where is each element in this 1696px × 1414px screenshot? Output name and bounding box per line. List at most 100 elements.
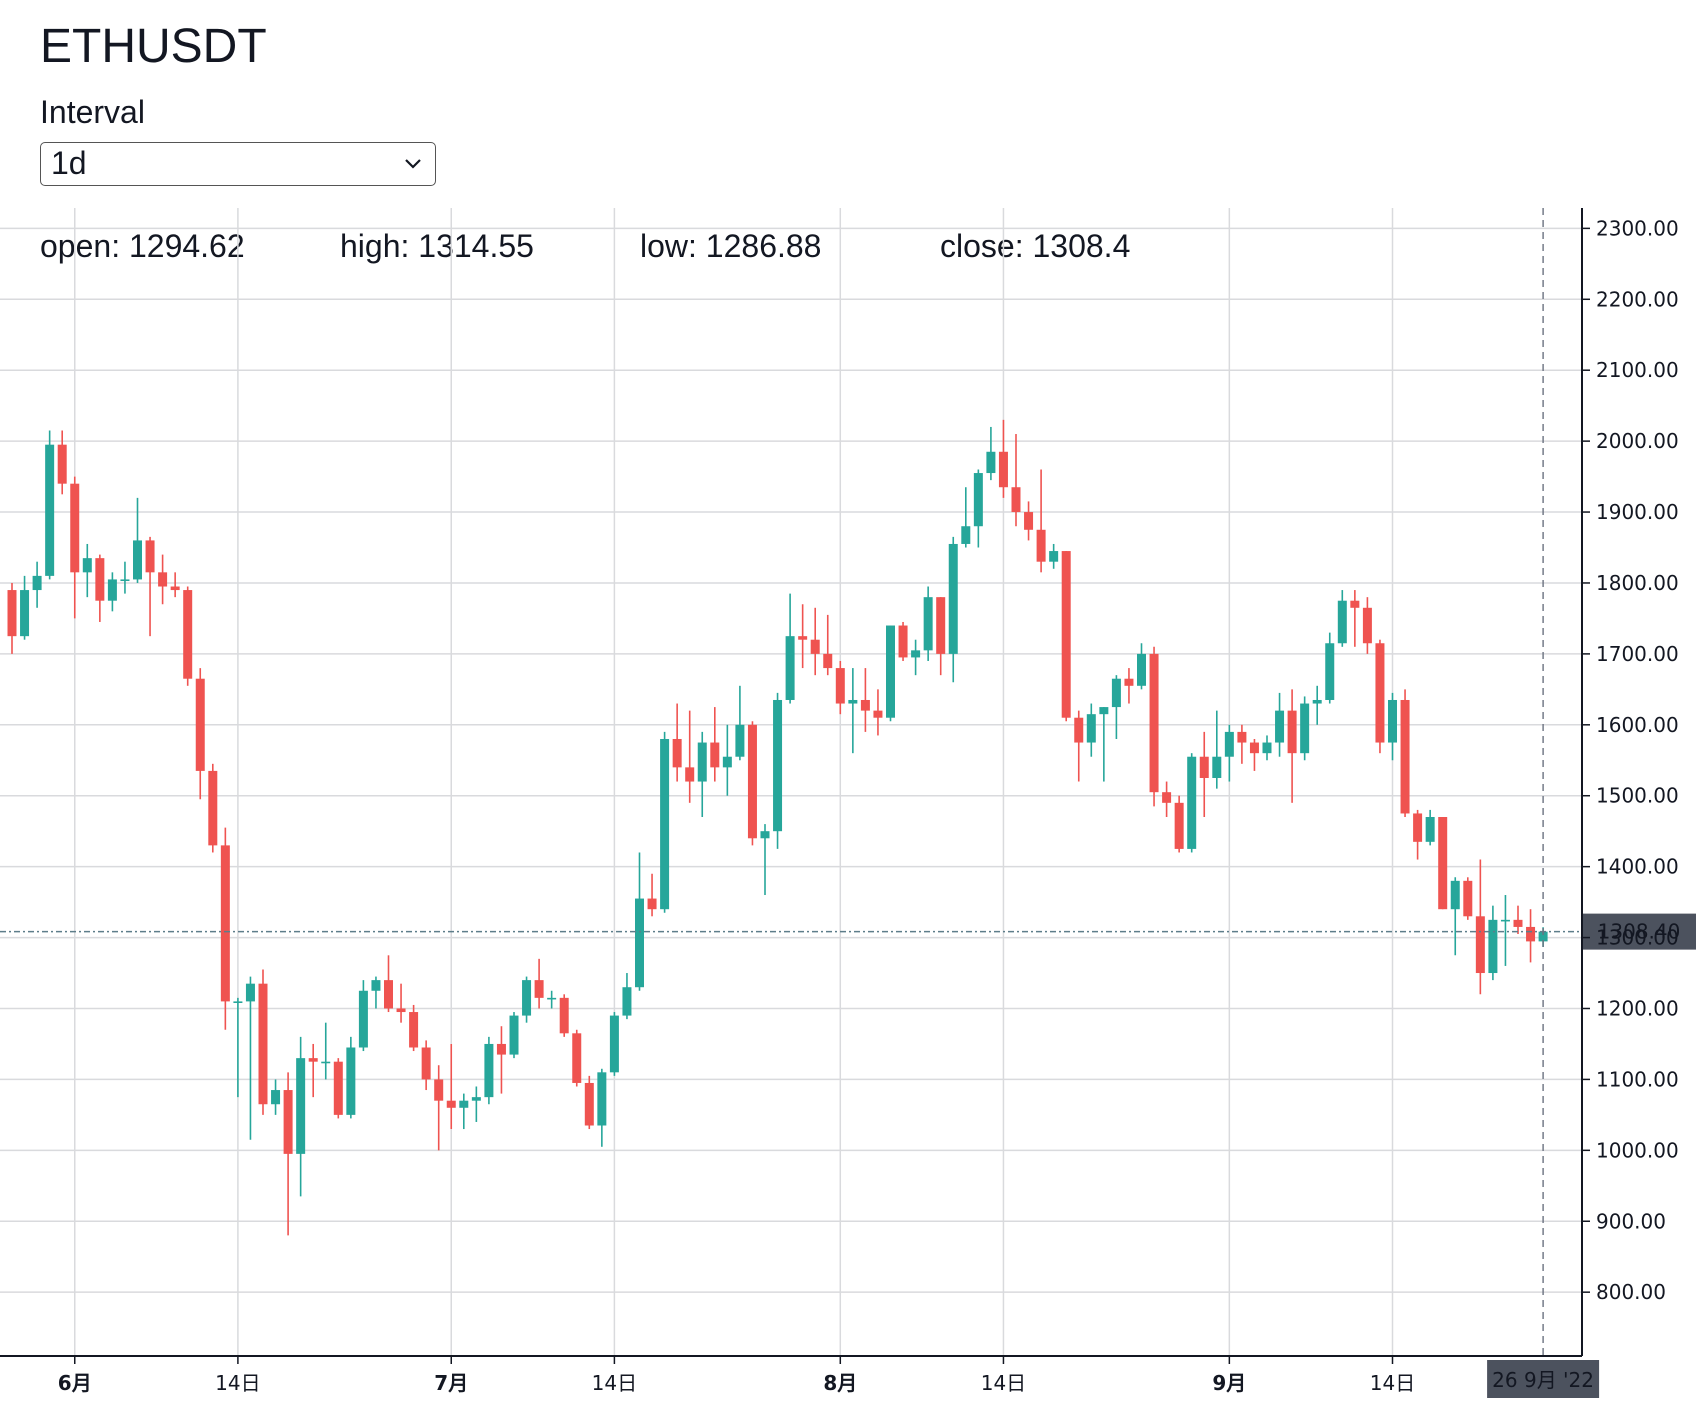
- candle: [973, 469, 983, 548]
- candle-body: [948, 543, 958, 654]
- candle: [170, 572, 180, 598]
- candle: [848, 668, 858, 754]
- candle-body: [886, 625, 895, 718]
- candle: [258, 969, 268, 1115]
- candle-body: [998, 451, 1008, 488]
- candle-body: [597, 1072, 607, 1126]
- x-tick-label: 14日: [215, 1371, 260, 1395]
- candle: [409, 1004, 419, 1052]
- y-tick-label: 1900.00: [1596, 500, 1679, 524]
- candle-body: [346, 1047, 356, 1115]
- x-tick-label: 6月: [58, 1371, 92, 1395]
- candle-body: [1049, 551, 1059, 562]
- candle-body: [622, 987, 632, 1016]
- candle: [1011, 434, 1021, 527]
- candle: [45, 430, 55, 580]
- crosshair-date-box: [1487, 1360, 1600, 1398]
- candle: [886, 625, 895, 722]
- candle: [1362, 597, 1372, 654]
- candle-body: [722, 756, 732, 768]
- candle-body: [1212, 756, 1222, 778]
- candle: [271, 1079, 281, 1115]
- interval-label: Interval: [40, 94, 145, 130]
- x-tick-label: 14日: [592, 1371, 637, 1395]
- candle-body: [873, 710, 883, 718]
- candle-body: [70, 483, 80, 573]
- candle-body: [785, 636, 795, 700]
- candle-body: [1500, 919, 1510, 922]
- candle-body: [635, 898, 644, 988]
- x-tick-label: 14日: [981, 1371, 1026, 1395]
- candle-body: [1111, 678, 1121, 708]
- candle: [710, 707, 720, 782]
- candle-body: [936, 597, 946, 654]
- candle-body: [898, 625, 908, 658]
- candle-body: [57, 444, 67, 484]
- candle: [1262, 735, 1272, 761]
- y-tick-label: 1300.00: [1596, 926, 1679, 950]
- candle: [1061, 551, 1071, 722]
- candle-body: [1337, 600, 1347, 644]
- price-axis[interactable]: 800.00 900.00 1000.00 1100.00 1200.00 1300.00…: [1581, 208, 1679, 1356]
- candle-body: [1362, 607, 1372, 644]
- ohlc-low: low: 1286.88: [640, 228, 822, 264]
- time-axis[interactable]: 6月 14日 7月 14日 8月 14日 9月 14日: [0, 1355, 1582, 1395]
- candle-body: [1287, 710, 1297, 754]
- candle: [961, 487, 971, 548]
- candle: [107, 572, 117, 612]
- candle-body: [1312, 699, 1322, 704]
- candle-body: [961, 526, 971, 544]
- candle-body: [672, 738, 682, 768]
- candle: [1475, 859, 1485, 995]
- candle: [522, 976, 532, 1023]
- candle: [346, 1036, 356, 1119]
- candle-body: [835, 668, 845, 704]
- candle: [1325, 632, 1335, 704]
- candle: [1024, 501, 1034, 541]
- candle-body: [1526, 926, 1536, 942]
- candle: [798, 604, 808, 669]
- candle-body: [1350, 600, 1360, 608]
- y-tick-label: 1500.00: [1596, 784, 1679, 808]
- candle: [371, 976, 381, 1009]
- candle: [773, 692, 783, 849]
- candle-body: [697, 742, 707, 782]
- candle: [496, 1026, 506, 1094]
- candle: [534, 958, 544, 1009]
- candle: [584, 1075, 594, 1130]
- candle-body: [434, 1079, 444, 1101]
- y-tick-label: 1000.00: [1596, 1138, 1679, 1162]
- candle: [1400, 689, 1410, 818]
- candle: [1137, 643, 1146, 690]
- candle-body: [271, 1090, 281, 1105]
- candle-body: [107, 579, 117, 601]
- candle-body: [923, 597, 933, 651]
- candle: [308, 1043, 318, 1098]
- candle: [321, 1022, 331, 1080]
- candle-body: [245, 983, 255, 1002]
- candle-body: [1224, 731, 1234, 757]
- candle-body: [484, 1043, 494, 1098]
- candle: [1099, 707, 1109, 782]
- ohlc-high: high: 1314.55: [340, 228, 534, 264]
- candle-body: [1174, 802, 1184, 849]
- crosshair-price-label: 1308.40: [1598, 920, 1681, 944]
- candle-body: [32, 575, 42, 591]
- candle: [1463, 877, 1473, 920]
- candle-body: [233, 1001, 243, 1003]
- candle: [1249, 738, 1259, 771]
- candle-body: [973, 473, 983, 527]
- candle-body: [572, 1033, 582, 1083]
- y-tick-label: 2000.00: [1596, 429, 1679, 453]
- candlestick-chart[interactable]: 1308.40 26 9月 '22 800.00 900.00 1000.00 1100…: [0, 208, 1696, 1414]
- candle: [760, 824, 770, 896]
- candle-body: [195, 678, 205, 771]
- candle-body: [584, 1082, 594, 1126]
- interval-select[interactable]: 1d: [40, 142, 436, 186]
- crosshair: 1308.40 26 9月 '22: [0, 208, 1696, 1398]
- candle: [1162, 781, 1172, 818]
- candle: [1526, 909, 1536, 963]
- candle: [1413, 809, 1423, 860]
- candle-body: [1425, 817, 1435, 842]
- candle: [1375, 639, 1385, 754]
